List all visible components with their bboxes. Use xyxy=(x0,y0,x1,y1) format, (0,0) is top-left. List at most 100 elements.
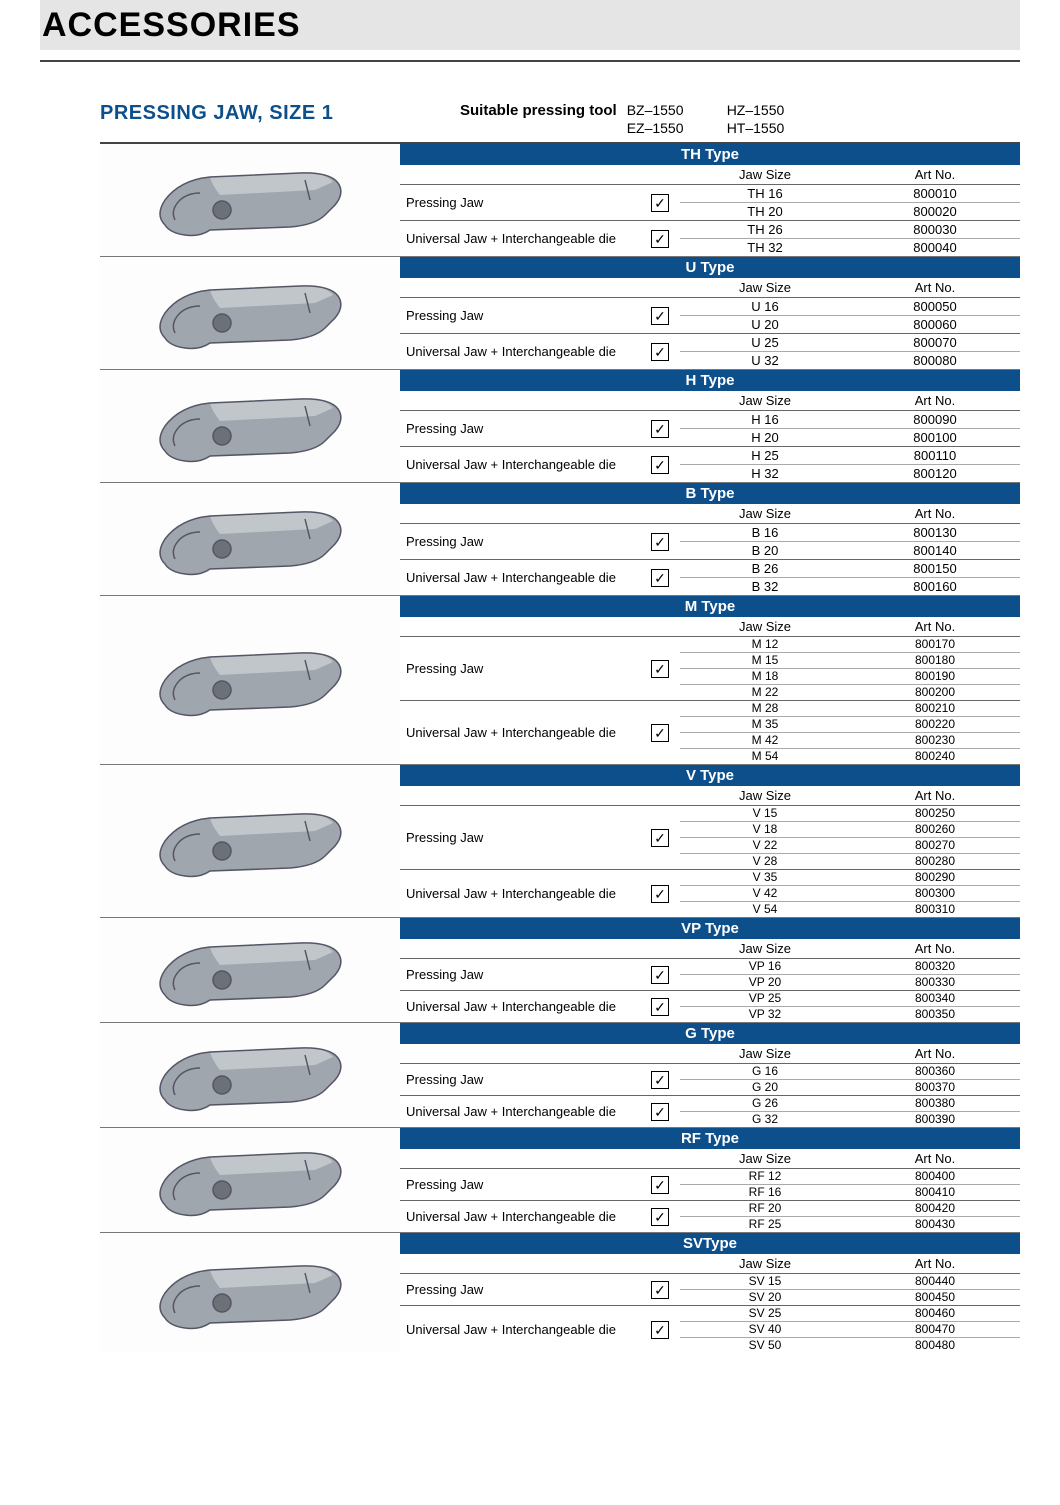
group-row: Pressing Jaw✓B 16800130B 20800140 xyxy=(400,524,1020,560)
cell-jaw-size: U 32 xyxy=(680,352,850,369)
table-row: U 25800070 xyxy=(680,334,1020,352)
col-desc-header xyxy=(400,1254,640,1273)
jaw-image xyxy=(100,1128,400,1232)
group-label: Pressing Jaw xyxy=(400,1169,640,1200)
cell-jaw-size: TH 20 xyxy=(680,203,850,220)
cell-jaw-size: V 15 xyxy=(680,806,850,821)
check-icon: ✓ xyxy=(651,194,669,212)
group-row: Universal Jaw + Interchangeable die✓TH 2… xyxy=(400,221,1020,256)
cell-art-no: 800280 xyxy=(850,854,1020,869)
type-block: U TypeJaw SizeArt No.Pressing Jaw✓U 1680… xyxy=(100,256,1020,369)
cell-art-no: 800260 xyxy=(850,822,1020,837)
page-header-bar: ACCESSORIES xyxy=(40,0,1020,50)
cell-jaw-size: G 32 xyxy=(680,1112,850,1127)
col-art-no-header: Art No. xyxy=(850,165,1020,184)
group-label: Pressing Jaw xyxy=(400,411,640,446)
cell-art-no: 800380 xyxy=(850,1096,1020,1111)
cell-jaw-size: M 28 xyxy=(680,701,850,716)
group-row: Pressing Jaw✓H 16800090H 20800100 xyxy=(400,411,1020,447)
cell-art-no: 800090 xyxy=(850,411,1020,428)
table-row: VP 32800350 xyxy=(680,1007,1020,1022)
table-row: SV 40800470 xyxy=(680,1322,1020,1338)
col-jaw-size-header: Jaw Size xyxy=(680,504,850,523)
group-row: Universal Jaw + Interchangeable die✓M 28… xyxy=(400,701,1020,764)
table-row: U 16800050 xyxy=(680,298,1020,316)
cell-art-no: 800100 xyxy=(850,429,1020,446)
col-jaw-size-header: Jaw Size xyxy=(680,617,850,636)
group-label: Universal Jaw + Interchangeable die xyxy=(400,334,640,369)
table-row: V 22800270 xyxy=(680,838,1020,854)
cell-jaw-size: V 28 xyxy=(680,854,850,869)
col-desc-header xyxy=(400,786,640,805)
col-check-header xyxy=(640,786,680,805)
cell-art-no: 800330 xyxy=(850,975,1020,990)
table-row: M 54800240 xyxy=(680,749,1020,764)
table-row: V 15800250 xyxy=(680,806,1020,822)
table-row: H 20800100 xyxy=(680,429,1020,446)
cell-art-no: 800120 xyxy=(850,465,1020,482)
table-row: V 35800290 xyxy=(680,870,1020,886)
check-icon: ✓ xyxy=(651,1176,669,1194)
type-content: RF TypeJaw SizeArt No.Pressing Jaw✓RF 12… xyxy=(400,1128,1020,1232)
table-row: VP 25800340 xyxy=(680,991,1020,1007)
group-check: ✓ xyxy=(640,991,680,1022)
cell-art-no: 800240 xyxy=(850,749,1020,764)
table-row: B 20800140 xyxy=(680,542,1020,559)
table-row: H 32800120 xyxy=(680,465,1020,482)
type-content: M TypeJaw SizeArt No.Pressing Jaw✓M 1280… xyxy=(400,596,1020,764)
col-desc-header xyxy=(400,617,640,636)
group-check: ✓ xyxy=(640,298,680,333)
group-row: Pressing Jaw✓M 12800170M 15800180M 18800… xyxy=(400,637,1020,701)
table-row: RF 20800420 xyxy=(680,1201,1020,1217)
col-check-header xyxy=(640,617,680,636)
group-check: ✓ xyxy=(640,411,680,446)
cell-jaw-size: U 16 xyxy=(680,298,850,315)
type-title: VP Type xyxy=(400,918,1020,939)
group-check: ✓ xyxy=(640,1201,680,1232)
cell-art-no: 800040 xyxy=(850,239,1020,256)
col-jaw-size-header: Jaw Size xyxy=(680,939,850,958)
group-data-rows: M 28800210M 35800220M 42800230M 54800240 xyxy=(680,701,1020,764)
table-row: TH 20800020 xyxy=(680,203,1020,220)
group-data-rows: TH 26800030TH 32800040 xyxy=(680,221,1020,256)
cell-jaw-size: SV 40 xyxy=(680,1322,850,1337)
group-data-rows: H 16800090H 20800100 xyxy=(680,411,1020,446)
group-data-rows: RF 12800400RF 16800410 xyxy=(680,1169,1020,1200)
cell-jaw-size: V 18 xyxy=(680,822,850,837)
table-row: TH 16800010 xyxy=(680,185,1020,203)
type-block: B TypeJaw SizeArt No.Pressing Jaw✓B 1680… xyxy=(100,482,1020,595)
col-check-header xyxy=(640,391,680,410)
col-check-header xyxy=(640,1254,680,1273)
check-icon: ✓ xyxy=(651,1321,669,1339)
col-art-no-header: Art No. xyxy=(850,391,1020,410)
type-block: TH TypeJaw SizeArt No.Pressing Jaw✓TH 16… xyxy=(100,142,1020,256)
cell-art-no: 800250 xyxy=(850,806,1020,821)
table-row: B 26800150 xyxy=(680,560,1020,578)
group-check: ✓ xyxy=(640,1096,680,1127)
table-header-row: Jaw SizeArt No. xyxy=(400,504,1020,524)
group-label: Pressing Jaw xyxy=(400,298,640,333)
cell-art-no: 800080 xyxy=(850,352,1020,369)
group-data-rows: SV 15800440SV 20800450 xyxy=(680,1274,1020,1305)
check-icon: ✓ xyxy=(651,343,669,361)
cell-jaw-size: VP 32 xyxy=(680,1007,850,1022)
type-block: H TypeJaw SizeArt No.Pressing Jaw✓H 1680… xyxy=(100,369,1020,482)
cell-jaw-size: H 16 xyxy=(680,411,850,428)
type-block: RF TypeJaw SizeArt No.Pressing Jaw✓RF 12… xyxy=(100,1127,1020,1232)
jaw-image xyxy=(100,918,400,1022)
table-header-row: Jaw SizeArt No. xyxy=(400,939,1020,959)
page-title: ACCESSORIES xyxy=(40,6,301,45)
cell-art-no: 800300 xyxy=(850,886,1020,901)
cell-jaw-size: SV 20 xyxy=(680,1290,850,1305)
section-title: PRESSING JAW, SIZE 1 xyxy=(40,102,460,125)
cell-jaw-size: G 16 xyxy=(680,1064,850,1079)
table-row: H 25800110 xyxy=(680,447,1020,465)
group-data-rows: B 16800130B 20800140 xyxy=(680,524,1020,559)
cell-art-no: 800350 xyxy=(850,1007,1020,1022)
tool-codes-col-2: HZ–1550 HT–1550 xyxy=(727,102,817,136)
col-check-header xyxy=(640,939,680,958)
group-row: Universal Jaw + Interchangeable die✓V 35… xyxy=(400,870,1020,917)
cell-art-no: 800210 xyxy=(850,701,1020,716)
group-label: Pressing Jaw xyxy=(400,1064,640,1095)
cell-jaw-size: RF 12 xyxy=(680,1169,850,1184)
